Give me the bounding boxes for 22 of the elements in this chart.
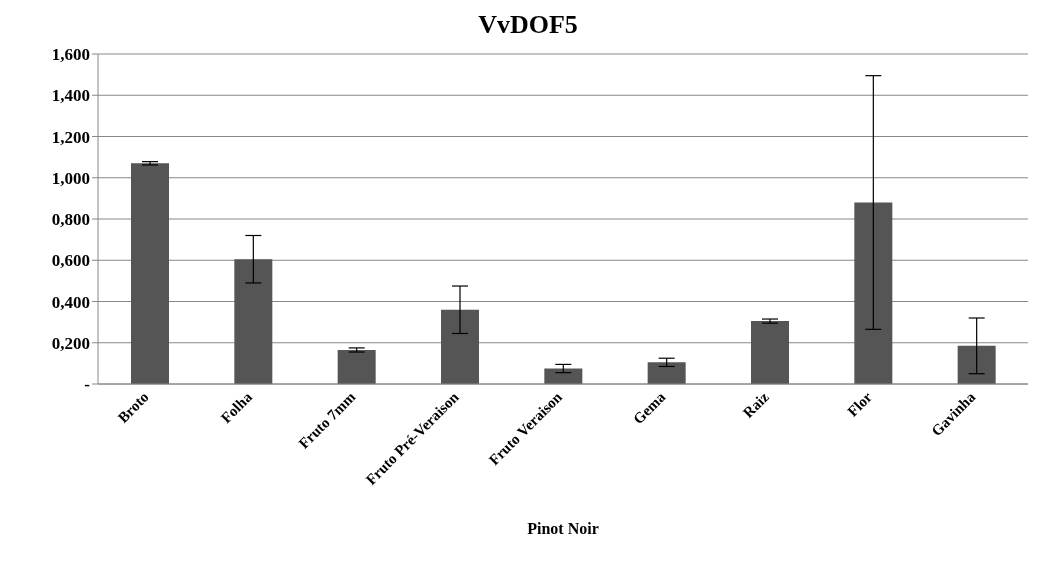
bar: [131, 163, 169, 384]
y-tick-label: 0,800: [51, 210, 90, 230]
y-tick-label: 1,400: [51, 86, 90, 106]
bar: [647, 362, 686, 384]
y-tick-label: 0,200: [51, 333, 90, 353]
bar: [544, 368, 583, 384]
y-tick-label: -: [84, 375, 91, 395]
y-tick-label: 0,600: [51, 251, 90, 271]
x-tick-label: Flor: [844, 388, 876, 420]
x-tick-label: Raiz: [739, 388, 773, 421]
bar: [441, 309, 479, 384]
y-tick-label: 1,200: [51, 127, 90, 147]
bar: [337, 349, 376, 384]
bar: [234, 259, 273, 384]
x-axis-title: Pinot Noir: [527, 520, 599, 537]
y-tick-label: 0,400: [51, 292, 90, 312]
bar: [751, 321, 789, 384]
y-tick-label: 1,600: [51, 45, 90, 65]
bar: [854, 202, 893, 384]
bar: [957, 345, 996, 384]
chart-title: VvDOF5: [477, 10, 579, 41]
y-tick-label: 1,000: [51, 168, 90, 188]
